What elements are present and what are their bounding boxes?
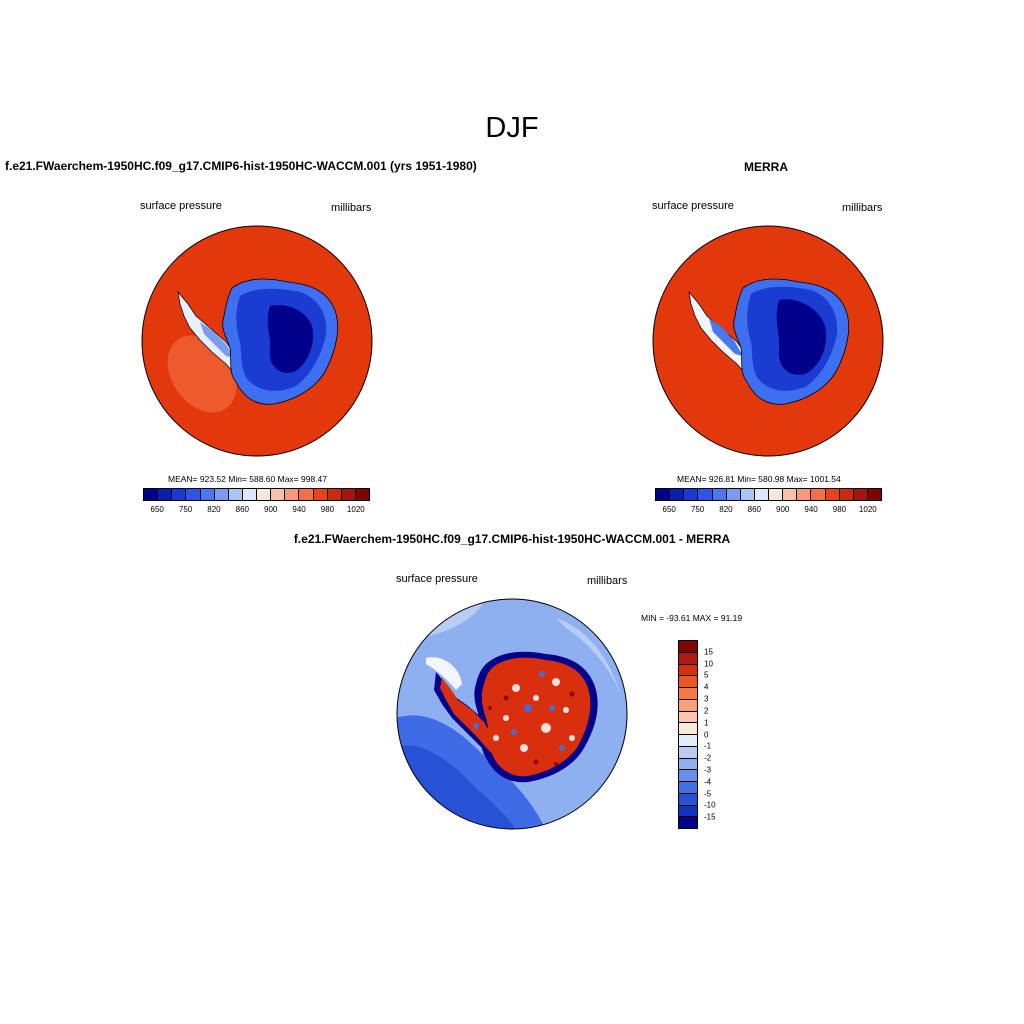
obs-variable-label: surface pressure [652, 200, 734, 212]
diff-variable-label: surface pressure [396, 573, 478, 585]
colorbar-tick-label: 750 [690, 505, 705, 514]
colorbar-swatch [313, 489, 328, 500]
obs-stats-text: MEAN= 926.81 Min= 580.98 Max= 1001.54 [677, 474, 841, 484]
model-units-label: millibars [331, 202, 372, 214]
model-colorbar [143, 488, 370, 501]
colorbar-tick-label: 5 [704, 670, 709, 680]
colorbar-tick-label: 940 [804, 505, 818, 514]
colorbar-swatch [679, 652, 697, 665]
colorbar-swatch [341, 489, 356, 500]
colorbar-swatch [754, 489, 769, 500]
colorbar-swatch [853, 489, 868, 500]
colorbar-swatch [679, 723, 697, 735]
colorbar-tick-label: 980 [320, 505, 335, 514]
colorbar-swatch [172, 489, 187, 500]
colorbar-tick-label: 3 [704, 694, 709, 704]
colorbar-swatch [679, 782, 697, 794]
colorbar-swatch [271, 489, 286, 500]
colorbar-tick-label: -15 [704, 812, 716, 822]
colorbar-swatch [679, 746, 697, 759]
colorbar-swatch [740, 489, 755, 500]
diff-stats-text: MIN = -93.61 MAX = 91.19 [641, 613, 743, 623]
colorbar-tick-label: 820 [207, 505, 221, 514]
colorbar-swatch [299, 489, 314, 500]
colorbar-swatch [797, 489, 812, 500]
colorbar-swatch [679, 711, 697, 724]
obs-panel-title: MERRA [744, 160, 788, 174]
model-polar-map [141, 225, 373, 457]
model-variable-label: surface pressure [140, 200, 222, 212]
colorbar-swatch [679, 758, 697, 771]
colorbar-tick-label: 900 [776, 505, 790, 514]
diff-polar-map [396, 598, 628, 830]
colorbar-swatch [679, 676, 697, 688]
model-stats-text: MEAN= 923.52 Min= 588.60 Max= 998.47 [168, 474, 328, 484]
colorbar-tick-label: 4 [704, 682, 709, 692]
colorbar-swatch [186, 489, 201, 500]
colorbar-swatch [228, 489, 243, 500]
colorbar-tick-label: 15 [704, 647, 713, 657]
colorbar-swatch [257, 489, 272, 500]
colorbar-tick-label: 2 [704, 706, 709, 716]
colorbar-swatch [679, 641, 697, 653]
colorbar-swatch [783, 489, 798, 500]
colorbar-tick-label: -10 [704, 800, 716, 810]
colorbar-swatch [726, 489, 741, 500]
diff-colorbar-ticks: 15 10 5 4 3 2 1 0 -1 -2 -3 -4 -5 -10 -15 [704, 640, 734, 827]
colorbar-swatch [698, 489, 713, 500]
colorbar-swatch [327, 489, 342, 500]
colorbar-tick-label: -3 [704, 765, 712, 775]
colorbar-swatch [679, 664, 697, 677]
colorbar-tick-label: 900 [264, 505, 278, 514]
colorbar-swatch [679, 793, 697, 806]
obs-polar-map [652, 225, 884, 457]
colorbar-swatch [670, 489, 685, 500]
colorbar-tick-label: -4 [704, 777, 712, 787]
colorbar-swatch [656, 489, 671, 500]
colorbar-swatch [144, 489, 159, 500]
figure-title: DJF [485, 112, 539, 144]
colorbar-tick-label: -1 [704, 741, 712, 751]
colorbar-tick-label: 750 [178, 505, 193, 514]
colorbar-swatch [712, 489, 727, 500]
colorbar-tick-label: 860 [235, 505, 249, 514]
model-panel-title: f.e21.FWaerchem-1950HC.f09_g17.CMIP6-his… [5, 159, 477, 173]
colorbar-tick-label: 0 [704, 730, 709, 739]
colorbar-tick-label: -5 [704, 789, 712, 799]
colorbar-tick-label: -2 [704, 753, 712, 763]
colorbar-swatch [200, 489, 215, 500]
colorbar-tick-label: 940 [292, 505, 306, 514]
colorbar-tick-label: 820 [719, 505, 733, 514]
obs-units-label: millibars [842, 202, 883, 214]
colorbar-tick-label: 1020 [858, 505, 877, 514]
colorbar-tick-label: 1020 [346, 505, 365, 514]
colorbar-tick-label: 10 [704, 659, 713, 669]
colorbar-swatch [679, 817, 697, 828]
colorbar-tick-label: 1 [704, 718, 709, 728]
colorbar-swatch [769, 489, 784, 500]
colorbar-swatch [355, 489, 369, 500]
colorbar-swatch [679, 699, 697, 712]
diff-panel-title: f.e21.FWaerchem-1950HC.f09_g17.CMIP6-his… [293, 532, 731, 546]
colorbar-swatch [825, 489, 840, 500]
colorbar-swatch [684, 489, 699, 500]
diff-units-label: millibars [587, 575, 628, 587]
obs-colorbar [655, 488, 882, 501]
colorbar-swatch [679, 735, 697, 747]
colorbar-swatch [839, 489, 854, 500]
colorbar-swatch [242, 489, 257, 500]
colorbar-swatch [158, 489, 173, 500]
colorbar-tick-label: 860 [747, 505, 761, 514]
diff-colorbar [678, 640, 698, 829]
colorbar-swatch [679, 688, 697, 700]
colorbar-swatch [214, 489, 229, 500]
colorbar-swatch [811, 489, 826, 500]
colorbar-swatch [679, 805, 697, 818]
colorbar-tick-label: 650 [662, 505, 676, 514]
colorbar-swatch [679, 770, 697, 782]
colorbar-swatch [867, 489, 881, 500]
colorbar-tick-label: 650 [150, 505, 164, 514]
colorbar-tick-label: 980 [832, 505, 847, 514]
colorbar-swatch [285, 489, 300, 500]
